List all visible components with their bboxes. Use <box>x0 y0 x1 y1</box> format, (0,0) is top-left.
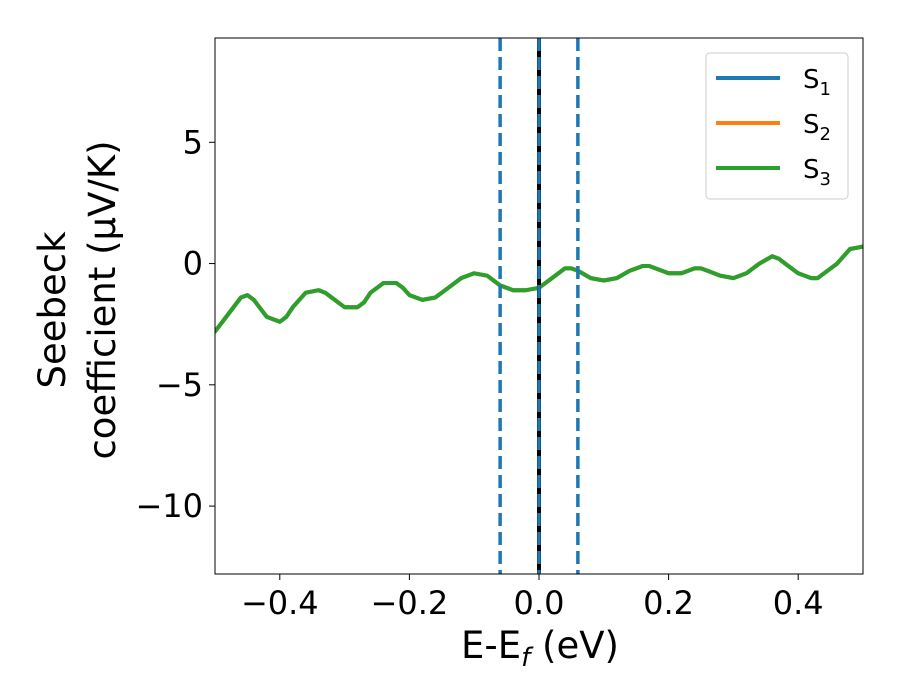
x-axis-title-unit: (eV) <box>530 624 619 667</box>
x-tick-label: −0.4 <box>241 584 319 622</box>
x-tick-label: 0.0 <box>514 584 565 622</box>
series-line-s3 <box>215 244 863 334</box>
x-tick-label: 0.4 <box>773 584 824 622</box>
x-axis-title: E-Ef (eV) <box>461 624 619 673</box>
x-tick-label: −0.2 <box>371 584 449 622</box>
legend-box <box>705 52 849 200</box>
x-tick-label: 0.2 <box>643 584 694 622</box>
plot-area <box>215 38 863 574</box>
y-axis: −10 −5 0 5 <box>135 123 215 525</box>
legend-label-s1: S1 <box>803 65 831 100</box>
y-tick-label: −5 <box>156 366 203 404</box>
legend: S1 S2 S3 <box>705 52 849 200</box>
y-axis-title: Seebeck coefficient (μV/K) <box>31 140 124 459</box>
x-axis: −0.4 −0.2 0.0 0.2 0.4 <box>241 574 824 622</box>
legend-label-s3: S3 <box>803 155 831 190</box>
y-tick-label: −10 <box>135 487 203 525</box>
y-tick-label: 0 <box>183 245 203 283</box>
y-tick-label: 5 <box>183 123 203 161</box>
legend-label-s2: S2 <box>803 110 831 145</box>
plot-content <box>215 38 863 574</box>
y-axis-title-line-2: coefficient (μV/K) <box>81 140 124 459</box>
x-axis-title-main: E-E <box>461 624 521 667</box>
y-axis-title-line-1: Seebeck <box>31 231 74 389</box>
